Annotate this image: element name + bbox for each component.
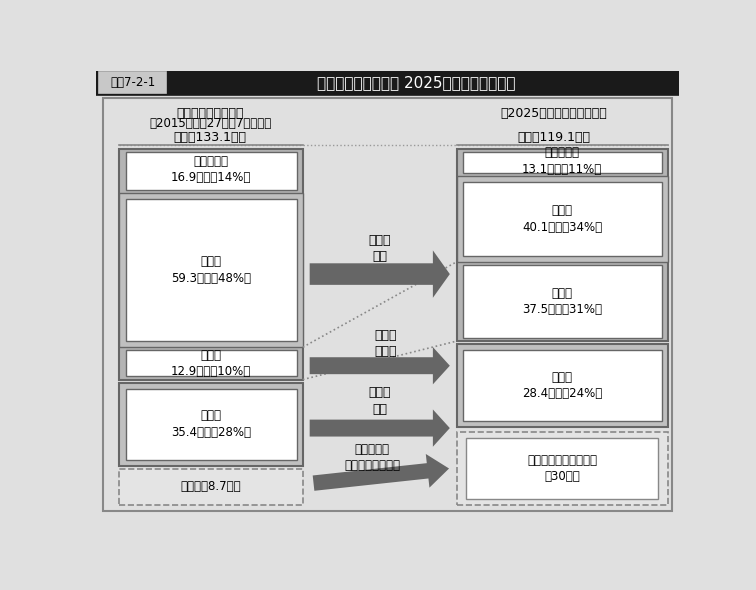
- Text: 高度急性期
13.1万床（11%）: 高度急性期 13.1万床（11%）: [522, 146, 603, 176]
- Text: 慢性期
28.4万床（24%）: 慢性期 28.4万床（24%）: [522, 371, 603, 401]
- Text: 図表7-2-1: 図表7-2-1: [110, 76, 155, 89]
- Polygon shape: [313, 454, 449, 491]
- Bar: [457, 176, 668, 262]
- Polygon shape: [310, 250, 450, 298]
- Polygon shape: [310, 347, 450, 384]
- Bar: [125, 152, 296, 190]
- Bar: [119, 469, 302, 505]
- Bar: [463, 350, 662, 421]
- Text: 【2025年の病床の必要量】: 【2025年の病床の必要量】: [500, 107, 607, 120]
- Text: 回復期
12.9万床（10%）: 回復期 12.9万床（10%）: [171, 349, 251, 378]
- Bar: [466, 438, 658, 499]
- Text: 地域医療構想による 2025年の病床の必要量: 地域医療構想による 2025年の病床の必要量: [317, 76, 515, 90]
- Text: 介護施設、
在宅医療等に転換: 介護施設、 在宅医療等に転換: [344, 442, 400, 472]
- Bar: [457, 432, 668, 505]
- Text: 約２割
縮減: 約２割 縮減: [368, 386, 391, 416]
- Bar: [97, 71, 679, 94]
- Text: 約３割
縮減: 約３割 縮減: [368, 234, 391, 263]
- Text: 回復期
37.5万床（31%）: 回復期 37.5万床（31%）: [522, 287, 603, 316]
- Bar: [457, 149, 668, 341]
- Text: 介護施設、在宅医療等
約30万人: 介護施設、在宅医療等 約30万人: [527, 454, 597, 483]
- Bar: [125, 389, 296, 460]
- Bar: [119, 383, 302, 466]
- Bar: [463, 265, 662, 338]
- Polygon shape: [310, 409, 450, 447]
- Text: 合計　133.1万床: 合計 133.1万床: [174, 130, 247, 143]
- Text: （2015（平成27）年7月現在）: （2015（平成27）年7月現在）: [149, 117, 271, 130]
- Bar: [125, 350, 296, 376]
- Bar: [463, 152, 662, 173]
- Text: 休眠等　8.7万床: 休眠等 8.7万床: [181, 480, 241, 493]
- Bar: [463, 182, 662, 255]
- Text: 急性期
40.1万床（34%）: 急性期 40.1万床（34%）: [522, 204, 603, 234]
- Bar: [119, 194, 302, 348]
- Text: 高度急性期
16.9万床（14%）: 高度急性期 16.9万床（14%）: [171, 155, 251, 184]
- Text: 【足元の病床機能】: 【足元の病床機能】: [177, 107, 244, 120]
- Bar: [125, 199, 296, 341]
- Bar: [99, 73, 166, 93]
- Bar: [457, 344, 668, 427]
- Bar: [119, 149, 302, 379]
- Text: 約３倍
に拡充: 約３倍 に拡充: [375, 329, 397, 358]
- Text: 急性期
59.3万床（48%）: 急性期 59.3万床（48%）: [171, 255, 251, 285]
- Text: 慢性期
35.4万床（28%）: 慢性期 35.4万床（28%）: [171, 409, 251, 439]
- Text: 合計　119.1万床: 合計 119.1万床: [517, 130, 590, 143]
